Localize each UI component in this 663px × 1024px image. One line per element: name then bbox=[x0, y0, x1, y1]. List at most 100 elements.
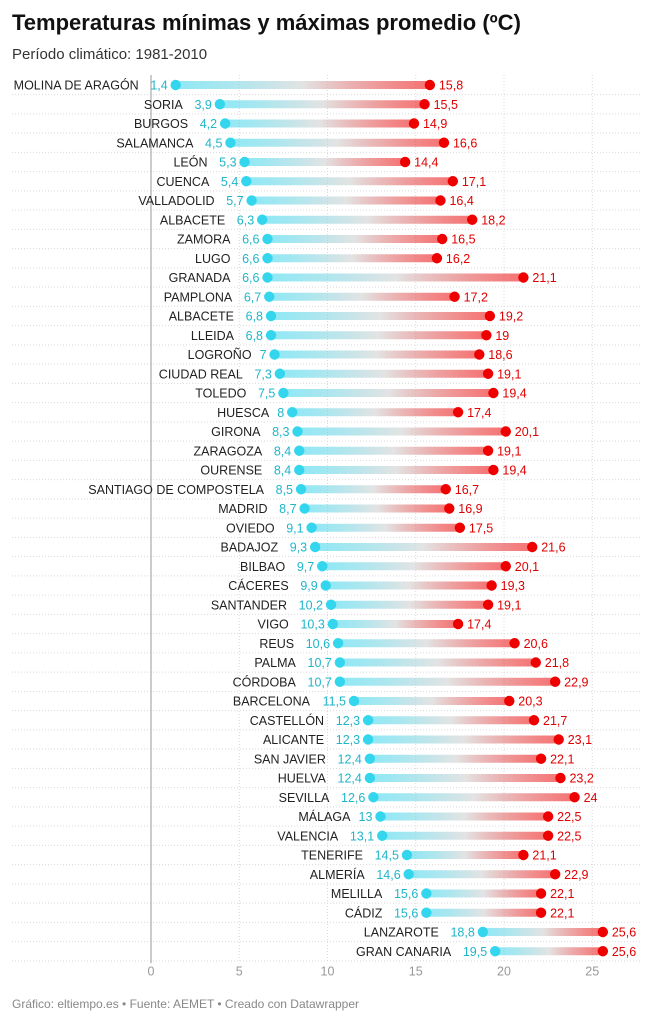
data-row: 6,8 ALBACETE 19,2 bbox=[169, 310, 524, 324]
max-dot bbox=[419, 99, 430, 110]
max-dot bbox=[399, 156, 411, 168]
city-label: ZARAGOZA bbox=[193, 444, 262, 458]
data-row: 9,7 BILBAO 20,1 bbox=[240, 560, 539, 574]
series-ranges: 1,4 MOLINA DE ARAGÓN 15,8 3,9 SORIA 15,5 4,2 BU… bbox=[14, 78, 637, 959]
data-row: 19,5 GRAN CANARIA 25,6 bbox=[356, 945, 636, 959]
city-label: ZAMORA bbox=[177, 233, 231, 247]
data-row: 6,7 PAMPLONA 17,2 bbox=[164, 290, 488, 304]
min-dot bbox=[170, 79, 181, 91]
max-dot bbox=[500, 561, 511, 572]
max-value-label: 22,1 bbox=[550, 887, 574, 901]
min-value-label: 8,7 bbox=[279, 502, 296, 516]
min-dot bbox=[287, 407, 298, 418]
max-value-label: 17,4 bbox=[467, 618, 491, 632]
data-row: 8,4 ZARAGOZA 19,1 bbox=[193, 444, 521, 458]
max-dot bbox=[527, 541, 538, 553]
min-dot bbox=[264, 291, 275, 302]
min-dot bbox=[219, 118, 231, 129]
data-row: 6,3 ALBACETE 18,2 bbox=[160, 213, 506, 227]
max-value-label: 19,1 bbox=[497, 367, 521, 381]
max-dot bbox=[424, 79, 436, 91]
min-value-label: 9,7 bbox=[297, 560, 314, 574]
city-label: CIUDAD REAL bbox=[159, 367, 243, 381]
x-tick-label: 25 bbox=[585, 964, 599, 978]
data-row: 6,6 LUGO 16,2 bbox=[195, 252, 470, 266]
min-dot bbox=[401, 849, 413, 861]
min-dot bbox=[262, 253, 273, 264]
min-value-label: 14,6 bbox=[376, 868, 400, 882]
city-label: MADRID bbox=[218, 502, 267, 516]
min-dot bbox=[265, 330, 277, 341]
min-dot bbox=[489, 946, 501, 957]
data-row: 9,9 CÁCERES 19,3 bbox=[228, 578, 525, 593]
min-value-label: 5,7 bbox=[226, 194, 243, 208]
max-value-label: 22,9 bbox=[564, 868, 588, 882]
min-dot bbox=[421, 888, 432, 899]
max-dot bbox=[530, 657, 541, 668]
min-value-label: 11,5 bbox=[323, 695, 346, 709]
max-value-label: 21,7 bbox=[543, 714, 567, 728]
x-tick-label: 20 bbox=[497, 964, 511, 978]
max-value-label: 18,2 bbox=[481, 213, 505, 227]
city-label: MOLINA DE ARAGÓN bbox=[14, 78, 139, 93]
city-label: LEÓN bbox=[173, 155, 207, 170]
max-value-label: 19,3 bbox=[501, 579, 525, 593]
data-row: 15,6 MELILLA 22,1 bbox=[331, 887, 575, 901]
data-row: 1,4 MOLINA DE ARAGÓN 15,8 bbox=[14, 78, 464, 93]
x-tick-label: 10 bbox=[321, 964, 335, 978]
min-value-label: 5,3 bbox=[219, 156, 236, 170]
max-dot bbox=[535, 753, 547, 764]
max-value-label: 21,8 bbox=[545, 656, 569, 670]
city-label: SAN JAVIER bbox=[254, 752, 326, 766]
city-label: HUESCA bbox=[217, 406, 270, 420]
max-dot bbox=[408, 118, 420, 129]
max-dot bbox=[486, 580, 497, 591]
max-dot bbox=[500, 426, 511, 437]
city-label: ALBACETE bbox=[160, 213, 225, 227]
min-dot bbox=[269, 349, 280, 360]
min-dot bbox=[294, 445, 305, 456]
max-dot bbox=[535, 888, 547, 899]
min-dot bbox=[334, 676, 346, 687]
max-value-label: 18,6 bbox=[488, 348, 512, 362]
min-dot bbox=[327, 618, 338, 630]
max-dot bbox=[504, 695, 515, 707]
max-value-label: 19,4 bbox=[502, 464, 526, 478]
city-label: SORIA bbox=[144, 98, 184, 112]
city-label: MELILLA bbox=[331, 887, 383, 901]
max-dot bbox=[484, 310, 496, 322]
city-label: GIRONA bbox=[211, 425, 261, 439]
min-value-label: 8,3 bbox=[272, 425, 289, 439]
min-value-label: 9,9 bbox=[300, 579, 317, 593]
max-value-label: 15,5 bbox=[434, 98, 458, 112]
max-value-label: 22,9 bbox=[564, 675, 588, 689]
data-row: 12,3 ALICANTE 23,1 bbox=[263, 733, 592, 747]
max-value-label: 22,5 bbox=[557, 829, 581, 843]
max-dot bbox=[549, 869, 561, 880]
max-dot bbox=[467, 214, 478, 225]
max-dot bbox=[518, 849, 529, 861]
min-value-label: 12,4 bbox=[338, 752, 362, 766]
min-dot bbox=[364, 772, 376, 784]
min-dot bbox=[274, 368, 286, 379]
max-dot bbox=[597, 926, 609, 938]
min-dot bbox=[325, 599, 337, 610]
max-value-label: 20,3 bbox=[518, 695, 542, 709]
data-row: 6,8 LLEIDA 19 bbox=[191, 329, 509, 343]
city-label: TENERIFE bbox=[301, 849, 363, 863]
city-label: ALBACETE bbox=[169, 310, 234, 324]
min-value-label: 4,2 bbox=[200, 117, 217, 131]
max-dot bbox=[482, 445, 494, 456]
min-value-label: 8,4 bbox=[274, 444, 291, 458]
min-value-label: 6,6 bbox=[242, 233, 259, 247]
min-dot bbox=[368, 792, 379, 803]
max-value-label: 17,5 bbox=[469, 521, 493, 535]
min-dot bbox=[214, 99, 226, 110]
max-value-label: 17,1 bbox=[462, 175, 486, 189]
max-dot bbox=[542, 811, 554, 822]
data-row: 8,7 MADRID 16,9 bbox=[218, 502, 482, 516]
max-value-label: 16,6 bbox=[453, 136, 477, 150]
data-row: 12,4 HUELVA 23,2 bbox=[278, 772, 594, 786]
city-label: BURGOS bbox=[134, 117, 188, 131]
max-dot bbox=[488, 464, 499, 476]
